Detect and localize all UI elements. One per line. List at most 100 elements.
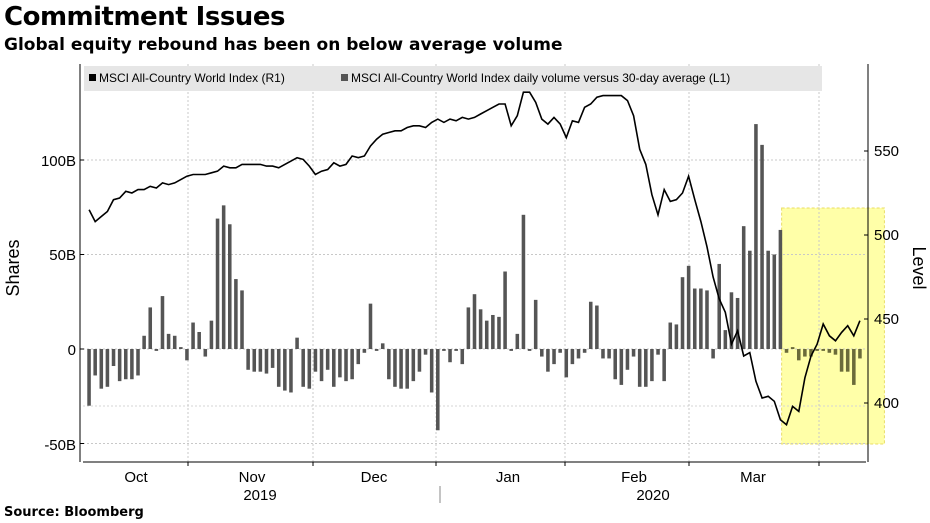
volume-bar: [607, 349, 611, 359]
volume-bar: [399, 349, 403, 389]
chart-subtitle: Global equity rebound has been on below …: [4, 35, 563, 55]
volume-bar: [393, 349, 397, 387]
y-right-tick: 450: [874, 311, 899, 328]
volume-bar: [442, 349, 446, 351]
volume-bar: [258, 349, 263, 372]
volume-bar: [699, 288, 703, 349]
volume-bar: [423, 349, 428, 355]
grid-layer: [83, 64, 866, 462]
volume-bar: [172, 335, 177, 349]
volume-bar: [845, 349, 850, 372]
volume-bar: [790, 347, 795, 349]
volume-bar: [99, 349, 104, 389]
volume-bar: [295, 337, 299, 349]
volume-bar: [521, 214, 526, 349]
volume-bar: [631, 349, 636, 357]
volume-bar: [827, 349, 832, 353]
volume-bar: [723, 330, 728, 349]
y-left-tick: 0: [68, 342, 76, 359]
legend-swatch-index: [89, 74, 96, 81]
y-left-axis-label: Shares: [3, 239, 23, 296]
volume-bar: [234, 279, 238, 349]
volume-bar: [405, 349, 409, 389]
volume-bar: [111, 349, 116, 367]
y-right-axis-label: Level: [909, 246, 929, 289]
y-right-tick: 550: [874, 143, 899, 160]
x-month-labels: Oct Nov Dec Jan Feb Mar: [124, 469, 766, 486]
volume-bar: [540, 349, 544, 357]
volume-bar: [680, 277, 685, 349]
volume-bar: [552, 349, 556, 365]
volume-bar: [692, 288, 697, 349]
volume-bar: [515, 333, 520, 349]
volume-bar: [619, 349, 624, 385]
volume-bar: [191, 322, 195, 349]
volume-bar: [766, 250, 770, 349]
volume-bar: [839, 349, 844, 372]
x-month-label: Nov: [239, 469, 266, 486]
x-month-label: Jan: [496, 469, 520, 486]
volume-bar: [436, 349, 440, 431]
volume-bar: [246, 349, 250, 370]
volume-bar: [356, 349, 361, 365]
volume-bar: [784, 349, 789, 353]
x-month-label: Dec: [361, 469, 388, 486]
volume-bar: [209, 320, 214, 349]
volume-bars: [87, 124, 862, 431]
volume-bar: [117, 349, 122, 382]
volume-bar: [228, 224, 232, 349]
volume-bar: [509, 349, 513, 351]
volume-bar: [778, 229, 783, 349]
volume-bar: [760, 144, 764, 349]
volume-bar: [307, 349, 312, 389]
volume-bar: [93, 349, 97, 376]
volume-bar: [754, 124, 758, 349]
volume-bar: [527, 349, 532, 351]
volume-bar: [613, 349, 617, 380]
volume-bar: [711, 349, 715, 359]
volume-bar: [429, 349, 434, 393]
volume-bar: [454, 349, 458, 351]
volume-bar: [601, 349, 605, 359]
volume-bar: [154, 349, 159, 351]
volume-bar: [203, 349, 208, 357]
x-month-label: Oct: [124, 469, 148, 486]
y-right-tick: 400: [874, 395, 899, 412]
volume-bar: [252, 349, 257, 372]
y-left-tick: 100B: [41, 153, 76, 170]
volume-bar: [338, 349, 342, 378]
x-year-label: 2019: [243, 487, 276, 504]
y-left-tick: -50B: [44, 437, 76, 454]
volume-bar: [289, 349, 293, 393]
volume-bar: [368, 303, 373, 349]
volume-bar: [380, 343, 385, 349]
volume-bar: [87, 349, 91, 406]
y-left-ticks: -50B 0 50B 100B: [41, 153, 76, 454]
volume-bar: [123, 349, 128, 380]
volume-bar: [197, 331, 201, 349]
volume-bar: [796, 349, 801, 361]
volume-bar: [570, 349, 575, 365]
volume-bar: [142, 335, 146, 349]
volume-bar: [637, 349, 642, 387]
volume-bar: [472, 294, 477, 349]
legend-background: [84, 66, 822, 91]
x-month-label: Mar: [740, 469, 766, 486]
index-line: [88, 91, 861, 427]
volume-bar: [741, 226, 746, 349]
volume-bar: [387, 349, 391, 380]
volume-bar: [484, 320, 489, 349]
volume-bar: [735, 297, 740, 349]
volume-bar: [650, 349, 654, 382]
volume-bar: [625, 349, 630, 370]
volume-bar: [674, 324, 679, 349]
volume-bar: [301, 349, 305, 387]
volume-bar: [815, 349, 819, 351]
volume-bar: [466, 307, 471, 349]
chart-title: Commitment Issues: [4, 2, 285, 32]
volume-bar: [325, 349, 330, 370]
volume-bar: [240, 290, 244, 349]
volume-bar: [772, 254, 777, 349]
volume-bar: [717, 263, 721, 349]
